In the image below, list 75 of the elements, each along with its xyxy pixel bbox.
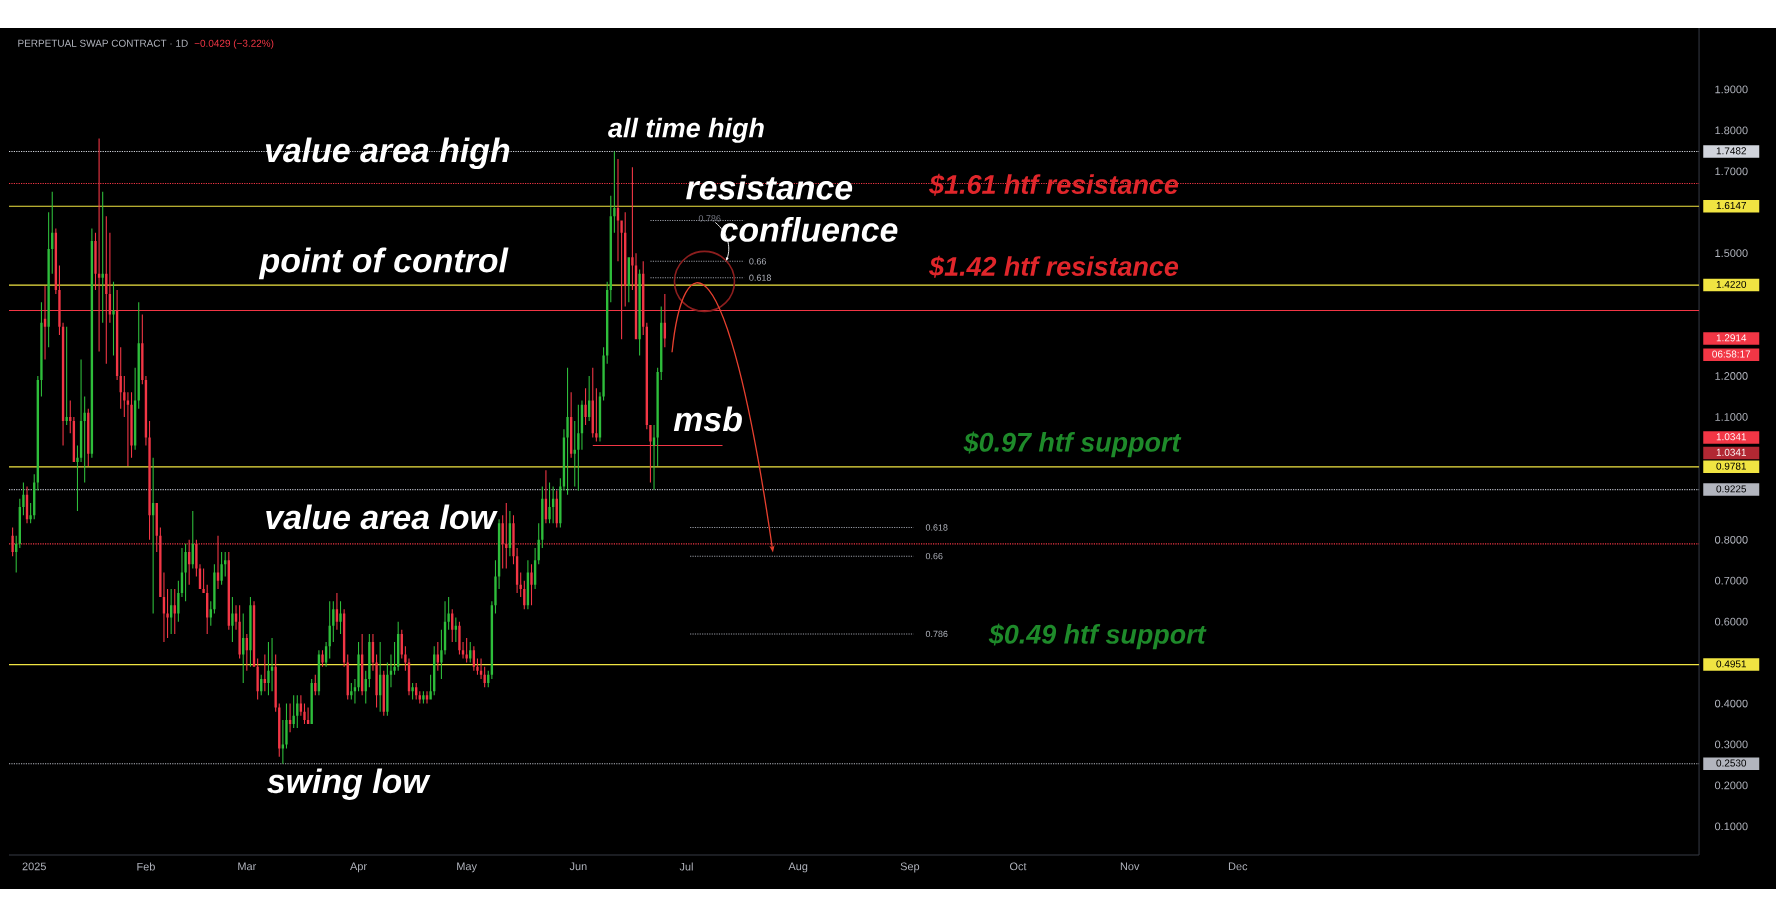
annotation: confluence <box>720 216 898 242</box>
y-tick-label: 0.6000 <box>1714 617 1748 626</box>
x-tick-label: Oct <box>1009 862 1027 871</box>
annotation: 0.618 <box>749 274 771 281</box>
text: 06:58:17 <box>1712 350 1751 358</box>
y-tick-label: 0.7000 <box>1714 576 1748 585</box>
candlestick <box>76 445 79 512</box>
annotation: $0.97 htf support <box>963 431 1182 458</box>
candlestick <box>166 588 169 639</box>
annotation: 0.786 <box>698 215 721 222</box>
y-tick-label: 1.9000 <box>1715 85 1748 94</box>
candlestick <box>65 326 68 426</box>
candlestick <box>595 388 598 442</box>
x-tick-label: Jun <box>569 862 587 871</box>
annotation: $1.42 htf resistance <box>929 255 1179 278</box>
y-tick-label: 1.2000 <box>1715 372 1748 380</box>
candlestick <box>332 601 335 643</box>
text: 1.0341 <box>1716 448 1746 456</box>
candlestick <box>476 658 479 675</box>
annotation: msb <box>673 406 742 432</box>
y-tick-label: 0.4000 <box>1714 699 1748 708</box>
ref-line-label: 0.9781 <box>1716 462 1746 470</box>
candlestick <box>422 691 425 704</box>
x-tick-label: May <box>457 862 477 873</box>
candlestick <box>231 597 234 643</box>
annotation: value area high <box>265 137 510 170</box>
annotation: 0.66 <box>925 552 943 560</box>
y-tick-label: 0.8000 <box>1714 535 1748 544</box>
candlestick <box>613 151 616 233</box>
text: 1.0341 <box>1716 433 1746 441</box>
y-tick-label: 1.1000 <box>1715 413 1748 421</box>
annotation: $0.49 htf support <box>988 623 1207 650</box>
ref-line-label: 0.2530 <box>1716 759 1747 767</box>
candlestick <box>465 638 468 663</box>
ref-line-label: 1.4220 <box>1716 280 1747 288</box>
x-tick-label: 2025 <box>22 862 46 871</box>
x-tick-label: Apr <box>350 862 367 873</box>
candlestick <box>425 691 429 704</box>
candlestick <box>220 552 223 585</box>
annotation: all time high <box>608 117 764 143</box>
candlestick <box>339 601 342 634</box>
y-tick-label: 0.2000 <box>1714 781 1748 790</box>
ref-line-label: 0.9225 <box>1716 485 1747 493</box>
annotation: swing low <box>267 768 431 800</box>
candlestick <box>566 367 569 495</box>
candlestick <box>321 650 324 667</box>
text: −0.0429 (−3.22%) <box>194 39 274 49</box>
ref-line-label: 0.4951 <box>1716 660 1746 668</box>
x-tick-label: Jul <box>679 862 693 871</box>
candlestick <box>112 281 115 356</box>
x-tick-label: Feb <box>137 862 155 871</box>
x-tick-label: Dec <box>1228 862 1248 871</box>
ref-line-label: 1.7482 <box>1716 147 1746 155</box>
x-tick-label: Sep <box>900 862 920 873</box>
candlestick <box>184 543 187 602</box>
text: PERPETUAL SWAP CONTRACT · 1D <box>18 39 188 47</box>
annotation: resistance <box>686 174 853 200</box>
y-tick-label: 1.7000 <box>1715 167 1748 176</box>
y-tick-label: 0.3000 <box>1714 740 1748 749</box>
x-tick-label: Nov <box>1120 862 1140 871</box>
annotation: 0.786 <box>925 630 948 638</box>
candlestick <box>202 568 205 593</box>
candlestick <box>577 404 580 491</box>
x-tick-label: Aug <box>788 862 808 873</box>
y-tick-label: 1.5000 <box>1715 249 1748 258</box>
annotation: 0.66 <box>749 258 766 265</box>
y-tick-label: 0.1000 <box>1714 822 1748 831</box>
ref-line-label: 1.6147 <box>1716 202 1746 210</box>
text: 1.2914 <box>1716 334 1747 342</box>
annotation: 0.618 <box>925 524 948 531</box>
annotation: $1.61 htf resistance <box>929 173 1179 196</box>
y-tick-label: 1.8000 <box>1715 126 1748 135</box>
annotation: value area low <box>266 504 498 530</box>
annotation: point of control <box>258 247 509 280</box>
x-tick-label: Mar <box>238 862 257 871</box>
